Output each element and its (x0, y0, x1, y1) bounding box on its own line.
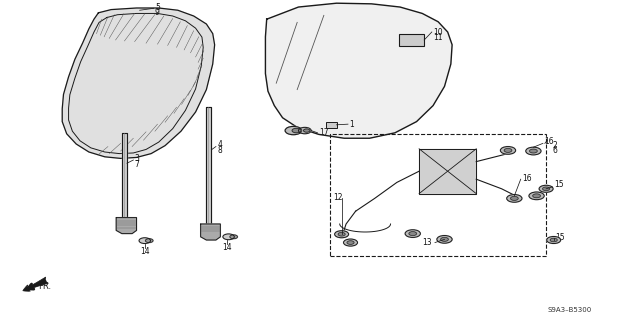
Text: 14: 14 (140, 247, 150, 256)
Circle shape (539, 185, 553, 192)
Polygon shape (116, 218, 137, 234)
Circle shape (547, 236, 561, 244)
Text: 13: 13 (422, 238, 432, 247)
Polygon shape (419, 149, 476, 194)
Circle shape (437, 236, 452, 243)
Text: 1: 1 (349, 120, 354, 129)
Circle shape (511, 196, 518, 200)
Text: 15: 15 (554, 180, 563, 189)
Text: 16: 16 (522, 174, 531, 183)
Text: 14: 14 (222, 243, 232, 252)
Text: 16: 16 (544, 137, 554, 146)
Circle shape (145, 239, 153, 243)
Circle shape (230, 235, 237, 239)
Circle shape (533, 194, 540, 198)
Polygon shape (265, 3, 452, 138)
Text: 9: 9 (155, 8, 160, 17)
Text: 10: 10 (433, 28, 443, 36)
Circle shape (335, 231, 349, 238)
Circle shape (344, 239, 358, 246)
Text: 7: 7 (135, 160, 140, 169)
Polygon shape (206, 107, 211, 224)
Circle shape (504, 148, 512, 152)
FancyBboxPatch shape (399, 34, 424, 46)
Circle shape (441, 237, 448, 241)
Text: S9A3–B5300: S9A3–B5300 (547, 307, 592, 313)
Text: 4: 4 (217, 140, 222, 149)
Circle shape (223, 234, 234, 240)
Text: 5: 5 (155, 3, 160, 12)
Circle shape (304, 129, 310, 132)
FancyBboxPatch shape (326, 122, 337, 128)
Circle shape (526, 147, 541, 155)
Circle shape (543, 187, 549, 190)
Circle shape (298, 127, 311, 134)
Circle shape (347, 241, 354, 244)
Polygon shape (122, 133, 127, 218)
Circle shape (139, 238, 150, 244)
Circle shape (338, 232, 345, 236)
Circle shape (500, 147, 516, 154)
Text: 8: 8 (217, 146, 222, 155)
Text: 15: 15 (555, 233, 565, 242)
Text: 2: 2 (552, 141, 557, 150)
Polygon shape (201, 224, 220, 240)
Text: FR.: FR. (38, 282, 51, 291)
Text: 11: 11 (433, 33, 443, 42)
Polygon shape (62, 8, 215, 158)
Circle shape (292, 128, 301, 133)
Text: 3: 3 (135, 154, 140, 163)
Circle shape (530, 149, 537, 153)
Circle shape (285, 126, 302, 135)
Text: 12: 12 (333, 193, 342, 202)
Circle shape (551, 238, 558, 242)
Circle shape (409, 232, 417, 236)
Circle shape (529, 192, 544, 200)
Circle shape (405, 230, 420, 237)
Circle shape (507, 195, 522, 202)
Text: 17: 17 (319, 128, 328, 137)
Text: 6: 6 (552, 146, 558, 155)
